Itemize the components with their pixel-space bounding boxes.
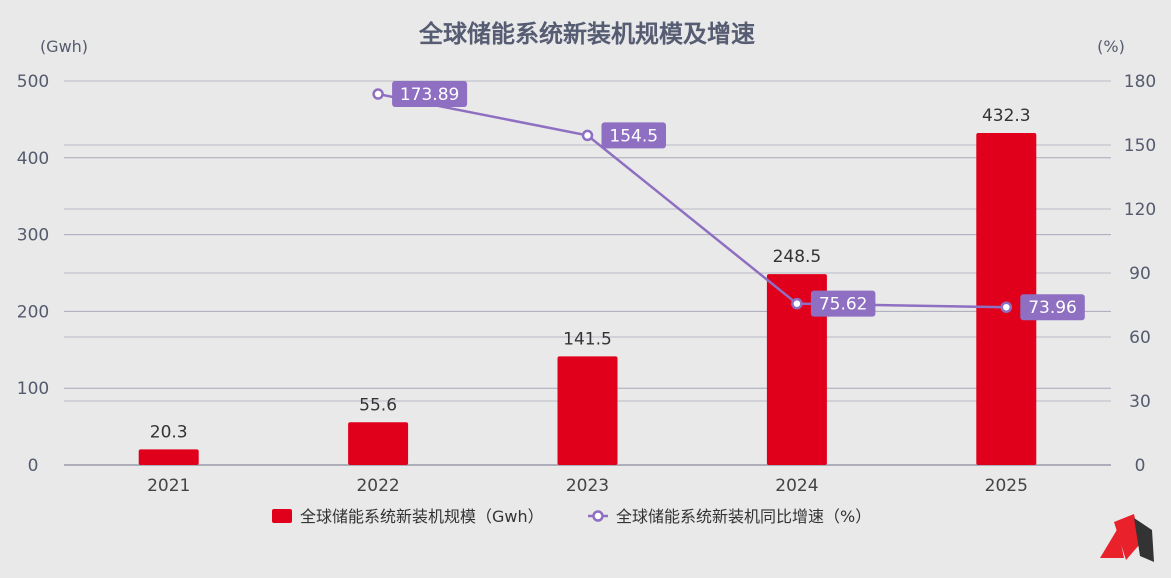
line-value-label: 154.5	[609, 126, 658, 146]
legend-line-label: 全球储能系统新装机同比增速（%）	[616, 507, 871, 526]
x-tick-label: 2023	[566, 476, 609, 496]
brand-logo	[1100, 514, 1154, 562]
line-label-box	[810, 290, 876, 317]
left-tick-label: 200	[17, 302, 49, 322]
x-tick-label: 2025	[985, 476, 1028, 496]
left-axis-ticks: 0 100 200 300 400 500	[17, 72, 49, 476]
bar-value-label: 141.5	[563, 329, 612, 349]
left-tick-label: 500	[17, 72, 49, 92]
chart-title: 全球储能系统新装机规模及增速	[418, 20, 755, 48]
bar-value-label: 432.3	[982, 106, 1031, 126]
legend-bar-swatch	[272, 509, 292, 523]
right-tick-label: 0	[1135, 456, 1146, 476]
bar-value-label: 55.6	[359, 395, 397, 415]
line-series: 173.89 154.5 75.62 73.96	[372, 81, 1085, 321]
line-point	[581, 129, 594, 142]
line-point	[1000, 301, 1013, 313]
right-tick-label: 30	[1129, 392, 1151, 412]
bar	[348, 422, 409, 465]
left-tick-label: 0	[28, 456, 39, 476]
line-point	[372, 88, 384, 100]
bar-series: 20.3 55.6 141.5 248.5 432.3	[138, 106, 1037, 466]
right-axis-unit: (%)	[1097, 37, 1125, 56]
right-tick-label: 180	[1124, 72, 1156, 92]
left-tick-label: 400	[17, 149, 49, 169]
legend: 全球储能系统新装机规模（Gwh） 全球储能系统新装机同比增速（%）	[272, 507, 871, 526]
right-tick-label: 90	[1129, 264, 1151, 284]
line-label-box	[392, 81, 468, 108]
right-tick-label: 60	[1129, 328, 1151, 348]
x-tick-label: 2022	[356, 476, 399, 496]
left-tick-label: 300	[17, 226, 49, 246]
right-tick-label: 150	[1124, 136, 1156, 156]
growth-line	[377, 92, 1007, 309]
bar	[766, 274, 827, 465]
x-axis-ticks: 2021 2022 2023 2024 2025	[147, 476, 1028, 496]
bar-value-label: 20.3	[150, 422, 188, 442]
x-tick-label: 2024	[775, 476, 818, 496]
right-axis-ticks: 0 30 60 90 120 150 180	[1124, 72, 1156, 476]
bar	[557, 356, 618, 465]
gridlines	[64, 80, 1111, 466]
logo-right-stroke	[1134, 518, 1154, 562]
line-value-label: 173.89	[400, 85, 459, 105]
line-label-box	[1020, 294, 1085, 321]
legend-bar-label: 全球储能系统新装机规模（Gwh）	[300, 507, 544, 526]
logo-left-stroke	[1100, 528, 1124, 558]
line-value-label: 73.96	[1028, 298, 1077, 318]
x-tick-label: 2021	[147, 476, 190, 496]
line-value-label: 75.62	[819, 295, 868, 315]
left-tick-label: 100	[17, 379, 49, 399]
bar	[976, 132, 1037, 466]
right-tick-label: 120	[1124, 200, 1156, 220]
bar	[138, 449, 199, 465]
logo-middle-stroke	[1114, 514, 1140, 560]
legend-line-marker	[592, 510, 604, 522]
left-axis-unit: (Gwh)	[40, 37, 88, 56]
bar-value-label: 248.5	[773, 247, 822, 267]
line-point	[791, 297, 803, 310]
line-label-box	[601, 122, 666, 149]
